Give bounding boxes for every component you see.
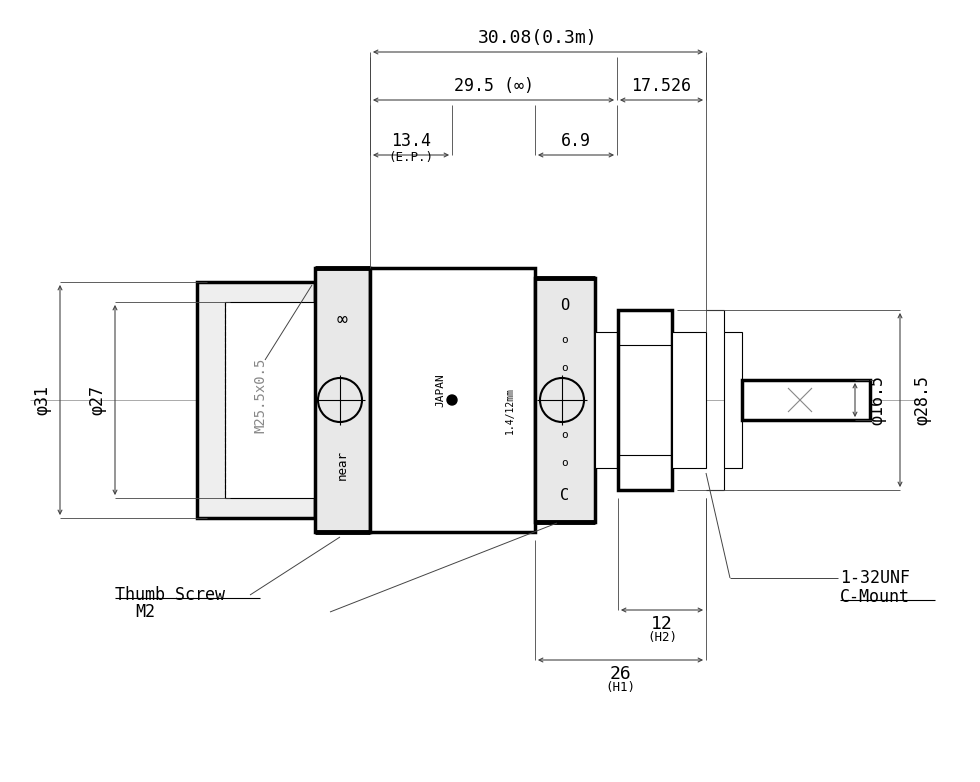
Bar xyxy=(370,268,535,532)
Text: 17.526: 17.526 xyxy=(631,77,692,95)
Text: o: o xyxy=(562,430,568,440)
Bar xyxy=(315,268,370,532)
Text: o: o xyxy=(562,458,568,468)
Bar xyxy=(742,380,870,420)
Text: o: o xyxy=(562,335,568,345)
Text: 12: 12 xyxy=(651,615,673,633)
Text: φ28.5: φ28.5 xyxy=(913,375,931,425)
Text: 1.4/12mm: 1.4/12mm xyxy=(505,386,515,433)
Bar xyxy=(225,302,315,498)
Text: near: near xyxy=(336,450,349,480)
Text: ∞: ∞ xyxy=(337,311,348,329)
Text: φ27: φ27 xyxy=(88,385,106,415)
Text: JAPAN: JAPAN xyxy=(435,373,445,407)
Bar xyxy=(535,278,595,522)
Text: (H1): (H1) xyxy=(606,681,635,694)
Text: 1-32UNF: 1-32UNF xyxy=(840,569,910,587)
Bar xyxy=(595,332,618,468)
Text: (E.P.): (E.P.) xyxy=(388,152,433,164)
Text: (H2): (H2) xyxy=(647,632,677,644)
Text: φ16.5: φ16.5 xyxy=(868,375,886,425)
Bar xyxy=(197,282,315,518)
Text: Thumb Screw: Thumb Screw xyxy=(115,586,225,604)
Text: 26: 26 xyxy=(610,665,631,683)
Text: O: O xyxy=(561,297,569,313)
Text: C: C xyxy=(561,487,569,503)
Text: 30.08(0.3m): 30.08(0.3m) xyxy=(478,29,598,47)
Bar xyxy=(618,310,672,490)
Bar xyxy=(672,332,706,468)
Text: M25.5x0.5: M25.5x0.5 xyxy=(253,357,267,432)
Text: M2: M2 xyxy=(135,603,155,621)
Bar xyxy=(724,332,742,468)
Text: 6.9: 6.9 xyxy=(561,132,591,150)
Circle shape xyxy=(447,395,457,405)
Text: C-Mount: C-Mount xyxy=(840,588,910,606)
Text: φ31: φ31 xyxy=(33,385,51,415)
Text: 13.4: 13.4 xyxy=(391,132,431,150)
Text: o: o xyxy=(562,363,568,373)
Text: 29.5 (∞): 29.5 (∞) xyxy=(454,77,533,95)
